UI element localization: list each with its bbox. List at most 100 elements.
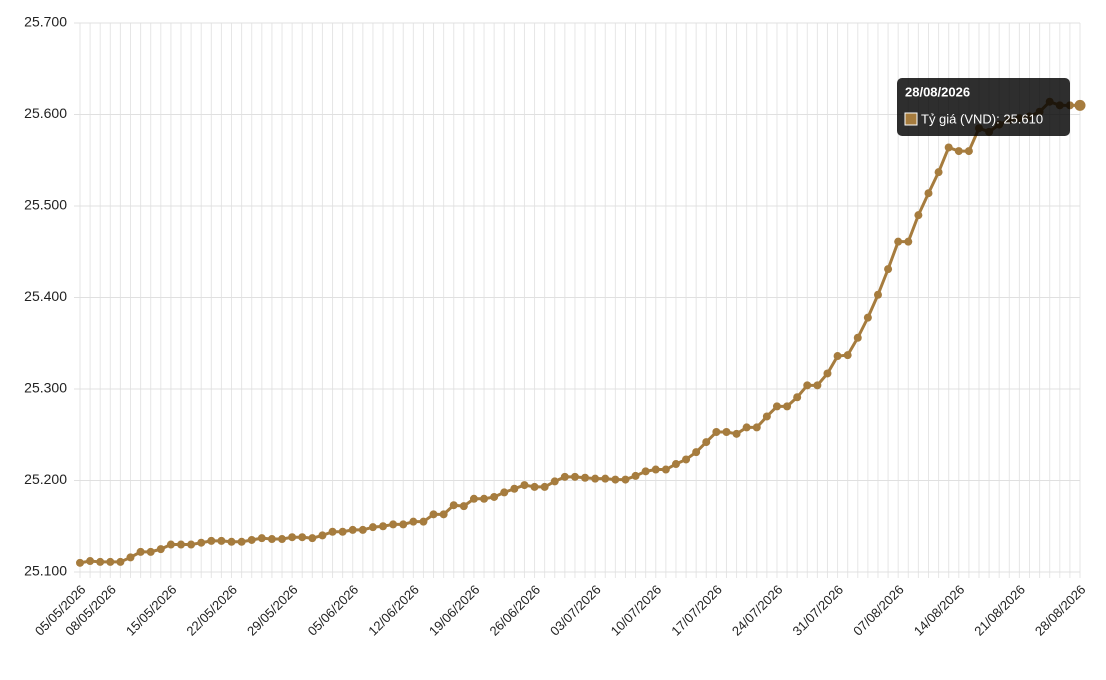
point [904,237,913,246]
point [389,520,398,529]
x-tick-label: 14/08/2026 [911,582,968,639]
point [692,448,701,457]
point [924,189,933,198]
point [793,393,802,402]
point [581,473,590,482]
point [591,474,600,483]
point [510,484,519,493]
point [1074,99,1086,111]
line [79,100,1080,565]
point [520,481,529,490]
point [419,517,428,526]
x-tick-label: 05/06/2026 [305,582,362,639]
point [166,540,175,549]
point [207,536,216,545]
point [570,472,579,481]
point [247,535,256,544]
point [490,492,499,501]
point [469,494,478,503]
point [530,482,539,491]
point [601,474,610,483]
point [964,147,973,156]
y-tick-label: 25.300 [24,380,67,396]
point [449,501,458,510]
point [459,502,468,511]
point [156,545,165,554]
point [278,535,287,544]
point [379,522,388,531]
point [944,143,953,152]
x-tick-label: 19/06/2026 [426,582,483,639]
x-tick-label: 22/05/2026 [183,582,240,639]
y-tick-label: 25.500 [24,197,67,213]
point [914,211,923,220]
x-tick-label: 03/07/2026 [547,582,604,639]
point [934,168,943,177]
x-tick-label: 15/05/2026 [123,582,180,639]
y-tick-label: 25.200 [24,471,67,487]
y-tick-label: 25.600 [24,105,67,121]
point [368,523,377,532]
point [671,460,680,469]
point [863,313,872,322]
tooltip-title: 28/08/2026 [905,84,970,99]
x-tick-label: 17/07/2026 [668,582,725,639]
y-tick-label: 25.400 [24,288,67,304]
point [257,534,266,543]
x-tick-label: 26/06/2026 [486,582,543,639]
point [308,534,317,543]
point [267,535,276,544]
point [894,237,903,246]
point [752,423,761,432]
tooltip-box [897,78,1070,136]
point [823,369,832,378]
point [651,465,660,474]
point [136,547,145,556]
point [843,351,852,360]
point [429,510,438,519]
point [884,265,893,274]
point [954,147,963,156]
point [550,477,559,486]
point [480,494,489,503]
point [783,402,792,411]
point [338,527,347,536]
point [641,467,650,476]
point [540,482,549,491]
x-tick-label: 07/08/2026 [850,582,907,639]
point [853,333,862,342]
point [237,537,246,546]
point [439,510,448,519]
point [742,423,751,432]
x-tick-label: 31/07/2026 [790,582,847,639]
point [76,558,84,567]
point [348,525,357,534]
point [682,455,691,464]
tooltip: 28/08/2026 Tỷ giá (VND): 25.610 [897,78,1070,136]
point [631,471,640,480]
y-tick-label: 25.100 [24,563,67,579]
point [288,533,297,542]
point [762,412,771,421]
point [772,402,781,411]
point [187,540,196,549]
point [732,429,741,438]
point [813,381,822,390]
point [146,547,155,556]
point [399,520,408,529]
tooltip-swatch [904,112,918,126]
tooltip-text: Tỷ giá (VND): 25.610 [921,111,1043,126]
point [96,557,105,566]
point [177,540,186,549]
point [702,438,711,447]
point [318,531,327,540]
point [803,381,812,390]
x-tick-label: 21/08/2026 [971,582,1028,639]
point [116,557,125,566]
point [833,352,842,361]
point [661,465,670,474]
x-tick-label: 29/05/2026 [244,582,301,639]
point [217,536,226,545]
x-tick-label: 12/06/2026 [365,582,422,639]
